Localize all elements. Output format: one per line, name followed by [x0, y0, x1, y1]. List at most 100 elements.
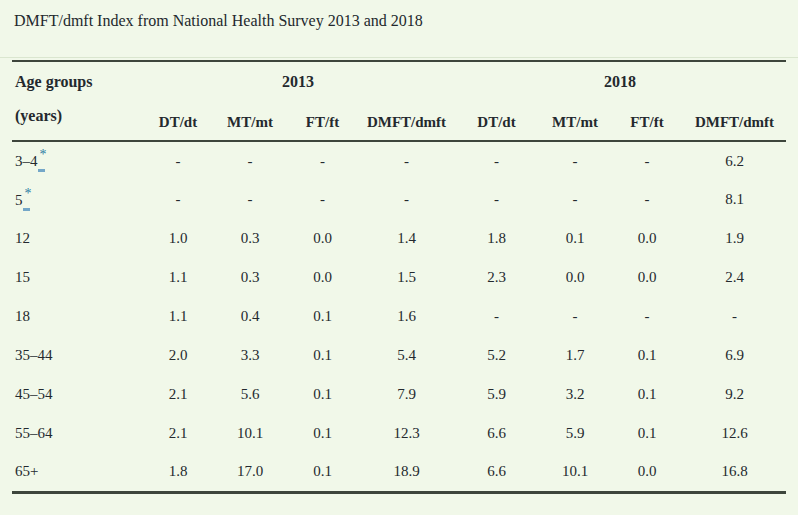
table-cell: 3.2 [539, 375, 611, 414]
age-cell: 35–44 [12, 336, 142, 375]
table-cell: - [214, 141, 286, 180]
age-cell: 65+ [12, 453, 142, 492]
table-row: 12 1.0 0.3 0.0 1.4 1.8 0.1 0.0 1.9 [12, 219, 786, 258]
table-cell: 6.2 [683, 141, 786, 180]
table-cell: 3.3 [214, 336, 286, 375]
table-cell: 0.4 [214, 297, 286, 336]
col-header-2018-mtmt: MT/mt [539, 101, 611, 141]
table-cell: 1.6 [359, 297, 454, 336]
title-divider [0, 57, 798, 58]
age-cell: 18 [12, 297, 142, 336]
table-cell: - [611, 141, 683, 180]
table-cell: 1.8 [142, 453, 214, 492]
table-cell: - [683, 297, 786, 336]
table-cell: - [611, 297, 683, 336]
col-header-2018-dtdt: DT/dt [454, 101, 539, 141]
asterisk-footnote-marker: * [40, 148, 47, 162]
table-cell: 0.1 [286, 414, 359, 453]
table-cell: 5.2 [454, 336, 539, 375]
table-cell: 0.0 [539, 258, 611, 297]
table-cell: 0.0 [286, 258, 359, 297]
table-cell: 0.0 [611, 453, 683, 492]
col-header-2013-ftft: FT/ft [286, 101, 359, 141]
table-cell: - [359, 141, 454, 180]
table-cell: - [539, 141, 611, 180]
table-row: 3–4* - - - - - - - 6.2 [12, 141, 786, 180]
table-cell: 0.1 [286, 297, 359, 336]
table-cell: 1.4 [359, 219, 454, 258]
table-cell: 0.0 [611, 258, 683, 297]
table-cell: 2.4 [683, 258, 786, 297]
col-header-2013-dtdt: DT/dt [142, 101, 214, 141]
table-cell: 12.3 [359, 414, 454, 453]
year-header-2013: 2013 [142, 61, 454, 101]
col-header-2013-mtmt: MT/mt [214, 101, 286, 141]
page: DMFT/dmft Index from National Health Sur… [0, 0, 798, 494]
table-cell: 2.0 [142, 336, 214, 375]
table-cell: - [539, 297, 611, 336]
table-row: 18 1.1 0.4 0.1 1.6 - - - - [12, 297, 786, 336]
table-cell: 0.1 [286, 336, 359, 375]
table-cell: 7.9 [359, 375, 454, 414]
table-cell: 1.1 [142, 297, 214, 336]
table-cell: 0.0 [611, 219, 683, 258]
asterisk-footnote-marker: * [25, 187, 32, 201]
table-cell: 10.1 [214, 414, 286, 453]
table-cell: 17.0 [214, 453, 286, 492]
table-cell: - [142, 180, 214, 219]
table-cell: - [454, 180, 539, 219]
table-cell: 0.1 [611, 336, 683, 375]
table-cell: 18.9 [359, 453, 454, 492]
table-row: 35–44 2.0 3.3 0.1 5.4 5.2 1.7 0.1 6.9 [12, 336, 786, 375]
table-row: 15 1.1 0.3 0.0 1.5 2.3 0.0 0.0 2.4 [12, 258, 786, 297]
age-cell: 12 [12, 219, 142, 258]
table-cell: 5.6 [214, 375, 286, 414]
table-cell: - [611, 180, 683, 219]
age-groups-header-units: (years) [12, 101, 142, 141]
dmft-index-table: Age groups 2013 2018 (years) DT/dt MT/mt… [12, 60, 786, 494]
table-cell: - [454, 141, 539, 180]
table-cell: 12.6 [683, 414, 786, 453]
table-row: 5* - - - - - - - 8.1 [12, 180, 786, 219]
page-title: DMFT/dmft Index from National Health Sur… [0, 0, 798, 31]
table-cell: 1.8 [454, 219, 539, 258]
table-cell: 5.9 [454, 375, 539, 414]
age-cell: 15 [12, 258, 142, 297]
table-cell: 0.3 [214, 258, 286, 297]
col-header-2018-dmftdmft: DMFT/dmft [683, 101, 786, 141]
table-cell: 1.0 [142, 219, 214, 258]
table-cell: 1.7 [539, 336, 611, 375]
header-row-measures: (years) DT/dt MT/mt FT/ft DMFT/dmft DT/d… [12, 101, 786, 141]
age-groups-header: Age groups [12, 61, 142, 101]
table-cell: 8.1 [683, 180, 786, 219]
table-row: 65+ 1.8 17.0 0.1 18.9 6.6 10.1 0.0 16.8 [12, 453, 786, 492]
table-cell: 0.0 [286, 219, 359, 258]
table-cell: 5.9 [539, 414, 611, 453]
footnote-link[interactable]: * [38, 152, 47, 166]
table-cell: 0.1 [539, 219, 611, 258]
table-cell: 6.9 [683, 336, 786, 375]
table-cell: 2.1 [142, 414, 214, 453]
table-cell: 0.1 [286, 453, 359, 492]
table-cell: 0.1 [286, 375, 359, 414]
table-cell: 0.1 [611, 414, 683, 453]
table-cell: - [359, 180, 454, 219]
table-row: 45–54 2.1 5.6 0.1 7.9 5.9 3.2 0.1 9.2 [12, 375, 786, 414]
table-cell: - [214, 180, 286, 219]
col-header-2018-ftft: FT/ft [611, 101, 683, 141]
table-cell: 2.1 [142, 375, 214, 414]
age-cell: 55–64 [12, 414, 142, 453]
table-cell: - [142, 141, 214, 180]
table-cell: - [454, 297, 539, 336]
table-cell: 10.1 [539, 453, 611, 492]
table-cell: 6.6 [454, 414, 539, 453]
col-header-2013-dmftdmft: DMFT/dmft [359, 101, 454, 141]
table-cell: 1.9 [683, 219, 786, 258]
age-cell: 45–54 [12, 375, 142, 414]
table-cell: 9.2 [683, 375, 786, 414]
age-cell: 3–4* [12, 141, 142, 180]
footnote-link[interactable]: * [23, 191, 32, 205]
table-cell: 1.5 [359, 258, 454, 297]
table-row: 55–64 2.1 10.1 0.1 12.3 6.6 5.9 0.1 12.6 [12, 414, 786, 453]
table-cell: 5.4 [359, 336, 454, 375]
